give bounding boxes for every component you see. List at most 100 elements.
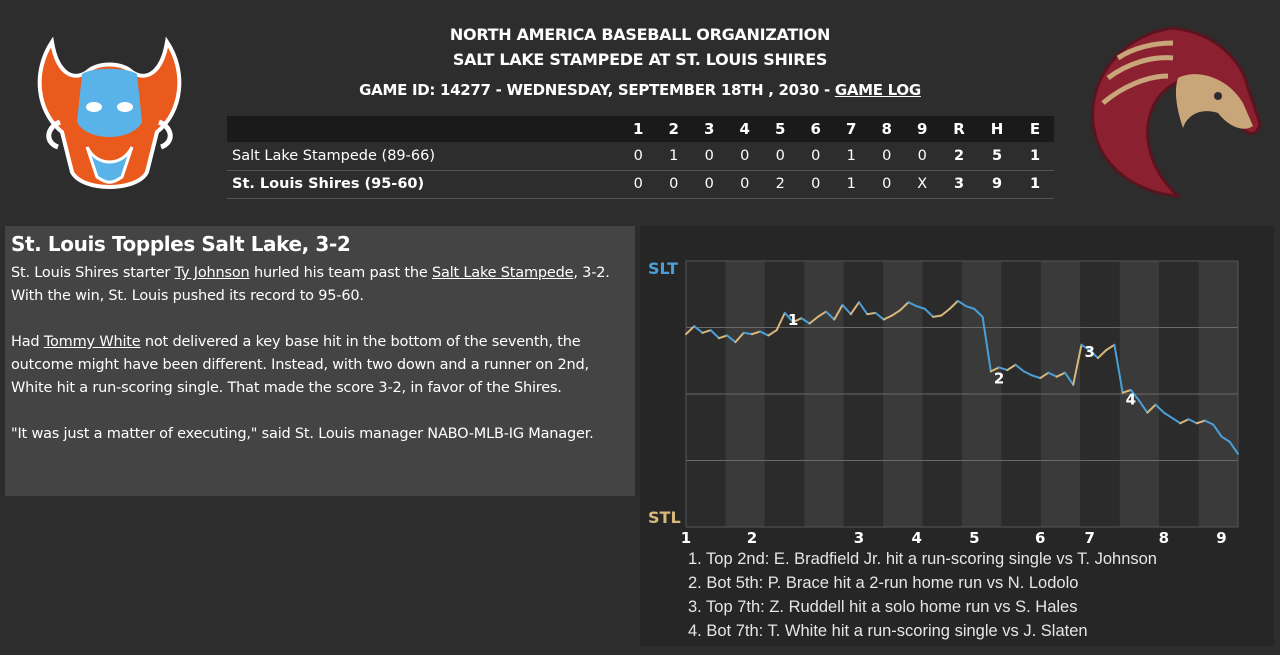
win-prob-segment bbox=[1022, 370, 1034, 377]
win-prob-segment bbox=[874, 311, 885, 321]
column-header: R bbox=[940, 116, 978, 142]
table-row: St. Louis Shires (95-60) 0 0 0 0 2 0 1 0… bbox=[227, 170, 1054, 199]
win-prob-segment bbox=[915, 305, 926, 310]
win-prob-segment bbox=[792, 317, 803, 324]
win-prob-segment bbox=[1220, 435, 1231, 443]
plot-frame bbox=[685, 260, 1239, 528]
hits-total: 5 bbox=[978, 142, 1016, 171]
game-log-link[interactable]: GAME LOG bbox=[834, 81, 921, 99]
column-header: H bbox=[978, 116, 1016, 142]
win-prob-segment bbox=[1212, 423, 1223, 438]
recap-text: Had bbox=[11, 334, 44, 350]
win-prob-segment bbox=[808, 315, 819, 325]
inning-tick-label: 8 bbox=[1159, 529, 1169, 546]
annotation-item: 2. Bot 5th: P. Brace hit a 2-run home ru… bbox=[688, 574, 1079, 592]
inning-score: 0 bbox=[904, 142, 940, 171]
win-prob-segment bbox=[923, 307, 935, 318]
bison-logo bbox=[37, 36, 182, 189]
inning-tick-label: 4 bbox=[911, 529, 921, 546]
inning-score: 1 bbox=[833, 142, 869, 171]
recap-text: not delivered a key base hit in the bott… bbox=[11, 334, 589, 396]
win-prob-segment bbox=[833, 303, 844, 321]
win-prob-segment bbox=[734, 331, 745, 344]
win-prob-segment bbox=[1096, 349, 1108, 360]
win-prob-segment bbox=[783, 311, 795, 324]
win-prob-segment bbox=[981, 315, 992, 373]
recap-paragraph: St. Louis Shires starter Ty Johnson hurl… bbox=[11, 262, 629, 308]
win-prob-segment bbox=[1031, 374, 1042, 380]
runs-total: 3 bbox=[940, 170, 978, 199]
win-prob-segment bbox=[1047, 371, 1058, 378]
matchup-title: SALT LAKE STAMPEDE AT ST. LOUIS SHIRES bbox=[452, 50, 828, 69]
win-prob-segment bbox=[1154, 403, 1165, 414]
bottom-team-label: STL bbox=[648, 508, 681, 527]
recap-paragraph: Had Tommy White not delivered a key base… bbox=[11, 331, 629, 400]
win-prob-segment bbox=[693, 325, 704, 334]
win-prob-segment bbox=[899, 301, 910, 312]
win-prob-segment bbox=[726, 334, 737, 344]
win-prob-segment bbox=[709, 329, 720, 340]
column-header: 5 bbox=[762, 116, 798, 142]
hits-total: 9 bbox=[978, 170, 1016, 199]
win-prob-segment bbox=[1072, 343, 1083, 386]
event-marker-label: 2 bbox=[994, 369, 1004, 387]
player-link[interactable]: Tommy White bbox=[43, 334, 141, 350]
box-score-table: 1 2 3 4 5 6 7 8 9 R H E Salt Lake Stampe… bbox=[227, 116, 1054, 199]
top-team-label: SLT bbox=[648, 259, 678, 278]
win-prob-segment bbox=[816, 310, 828, 318]
column-header: 1 bbox=[620, 116, 656, 142]
win-prob-segment bbox=[1146, 403, 1157, 414]
recap-text: St. Louis Shires starter bbox=[11, 265, 175, 281]
win-prob-segment bbox=[685, 325, 696, 336]
inning-score: 0 bbox=[620, 142, 656, 171]
win-prob-segment bbox=[1195, 419, 1207, 425]
win-prob-segment bbox=[1105, 343, 1116, 352]
league-title: NORTH AMERICA BASEBALL ORGANIZATION bbox=[449, 25, 831, 44]
inning-score: 1 bbox=[833, 170, 869, 199]
win-prob-segment bbox=[1055, 371, 1066, 378]
game-info-text: GAME ID: 14277 - WEDNESDAY, SEPTEMBER 18… bbox=[359, 81, 835, 99]
win-prob-segment bbox=[742, 331, 753, 336]
win-prob-segment bbox=[940, 307, 951, 317]
win-prob-segment bbox=[998, 366, 1009, 372]
win-prob-segment bbox=[1162, 411, 1174, 419]
win-prob-segment bbox=[825, 310, 836, 321]
inning-score: 0 bbox=[727, 170, 763, 199]
inning-score: 0 bbox=[798, 142, 834, 171]
win-prob-segment bbox=[1204, 419, 1215, 426]
recap-text: , 3-2. With the win, St. Louis pushed it… bbox=[11, 265, 610, 304]
annotation-item: 3. Top 7th: Z. Ruddell hit a solo home r… bbox=[688, 598, 1078, 616]
event-marker-label: 3 bbox=[1084, 343, 1094, 361]
inning-score: 0 bbox=[798, 170, 834, 199]
win-prob-segment bbox=[882, 314, 893, 321]
inning-tick-label: 1 bbox=[681, 529, 691, 546]
recap-headline: St. Louis Topples Salt Lake, 3-2 bbox=[11, 232, 351, 256]
inning-score: 1 bbox=[656, 142, 692, 171]
team-link[interactable]: Salt Lake Stampede bbox=[432, 265, 574, 281]
inning-tick-label: 2 bbox=[747, 529, 757, 546]
game-recap: St. Louis Topples Salt Lake, 3-2 St. Lou… bbox=[5, 226, 635, 496]
win-prob-segment bbox=[1113, 343, 1124, 394]
event-marker-label: 1 bbox=[788, 311, 798, 329]
win-prob-segment bbox=[1129, 389, 1141, 402]
chart-annotations: 1. Top 2nd: E. Bradfield Jr. hit a run-s… bbox=[688, 547, 1157, 643]
inning-score: 0 bbox=[691, 170, 727, 199]
win-prob-segment bbox=[1014, 363, 1025, 373]
inning-tick-label: 5 bbox=[969, 529, 979, 546]
win-prob-segment bbox=[907, 301, 918, 308]
column-header: 8 bbox=[869, 116, 905, 142]
win-prob-segment bbox=[1187, 418, 1198, 425]
recap-text: hurled his team past the bbox=[249, 265, 433, 281]
inning-score: 0 bbox=[727, 142, 763, 171]
win-prob-segment bbox=[932, 314, 943, 318]
win-prob-segment bbox=[1063, 371, 1075, 386]
win-prob-segment bbox=[750, 330, 762, 336]
recap-quote: "It was just a matter of executing," sai… bbox=[11, 426, 594, 442]
player-link[interactable]: Ty Johnson bbox=[174, 265, 250, 281]
column-header: 2 bbox=[656, 116, 692, 142]
win-prob-segment bbox=[866, 311, 877, 316]
inning-score: 0 bbox=[869, 142, 905, 171]
annotation-item: 4. Bot 7th: T. White hit a run-scoring s… bbox=[688, 622, 1088, 640]
column-header: E bbox=[1016, 116, 1054, 142]
